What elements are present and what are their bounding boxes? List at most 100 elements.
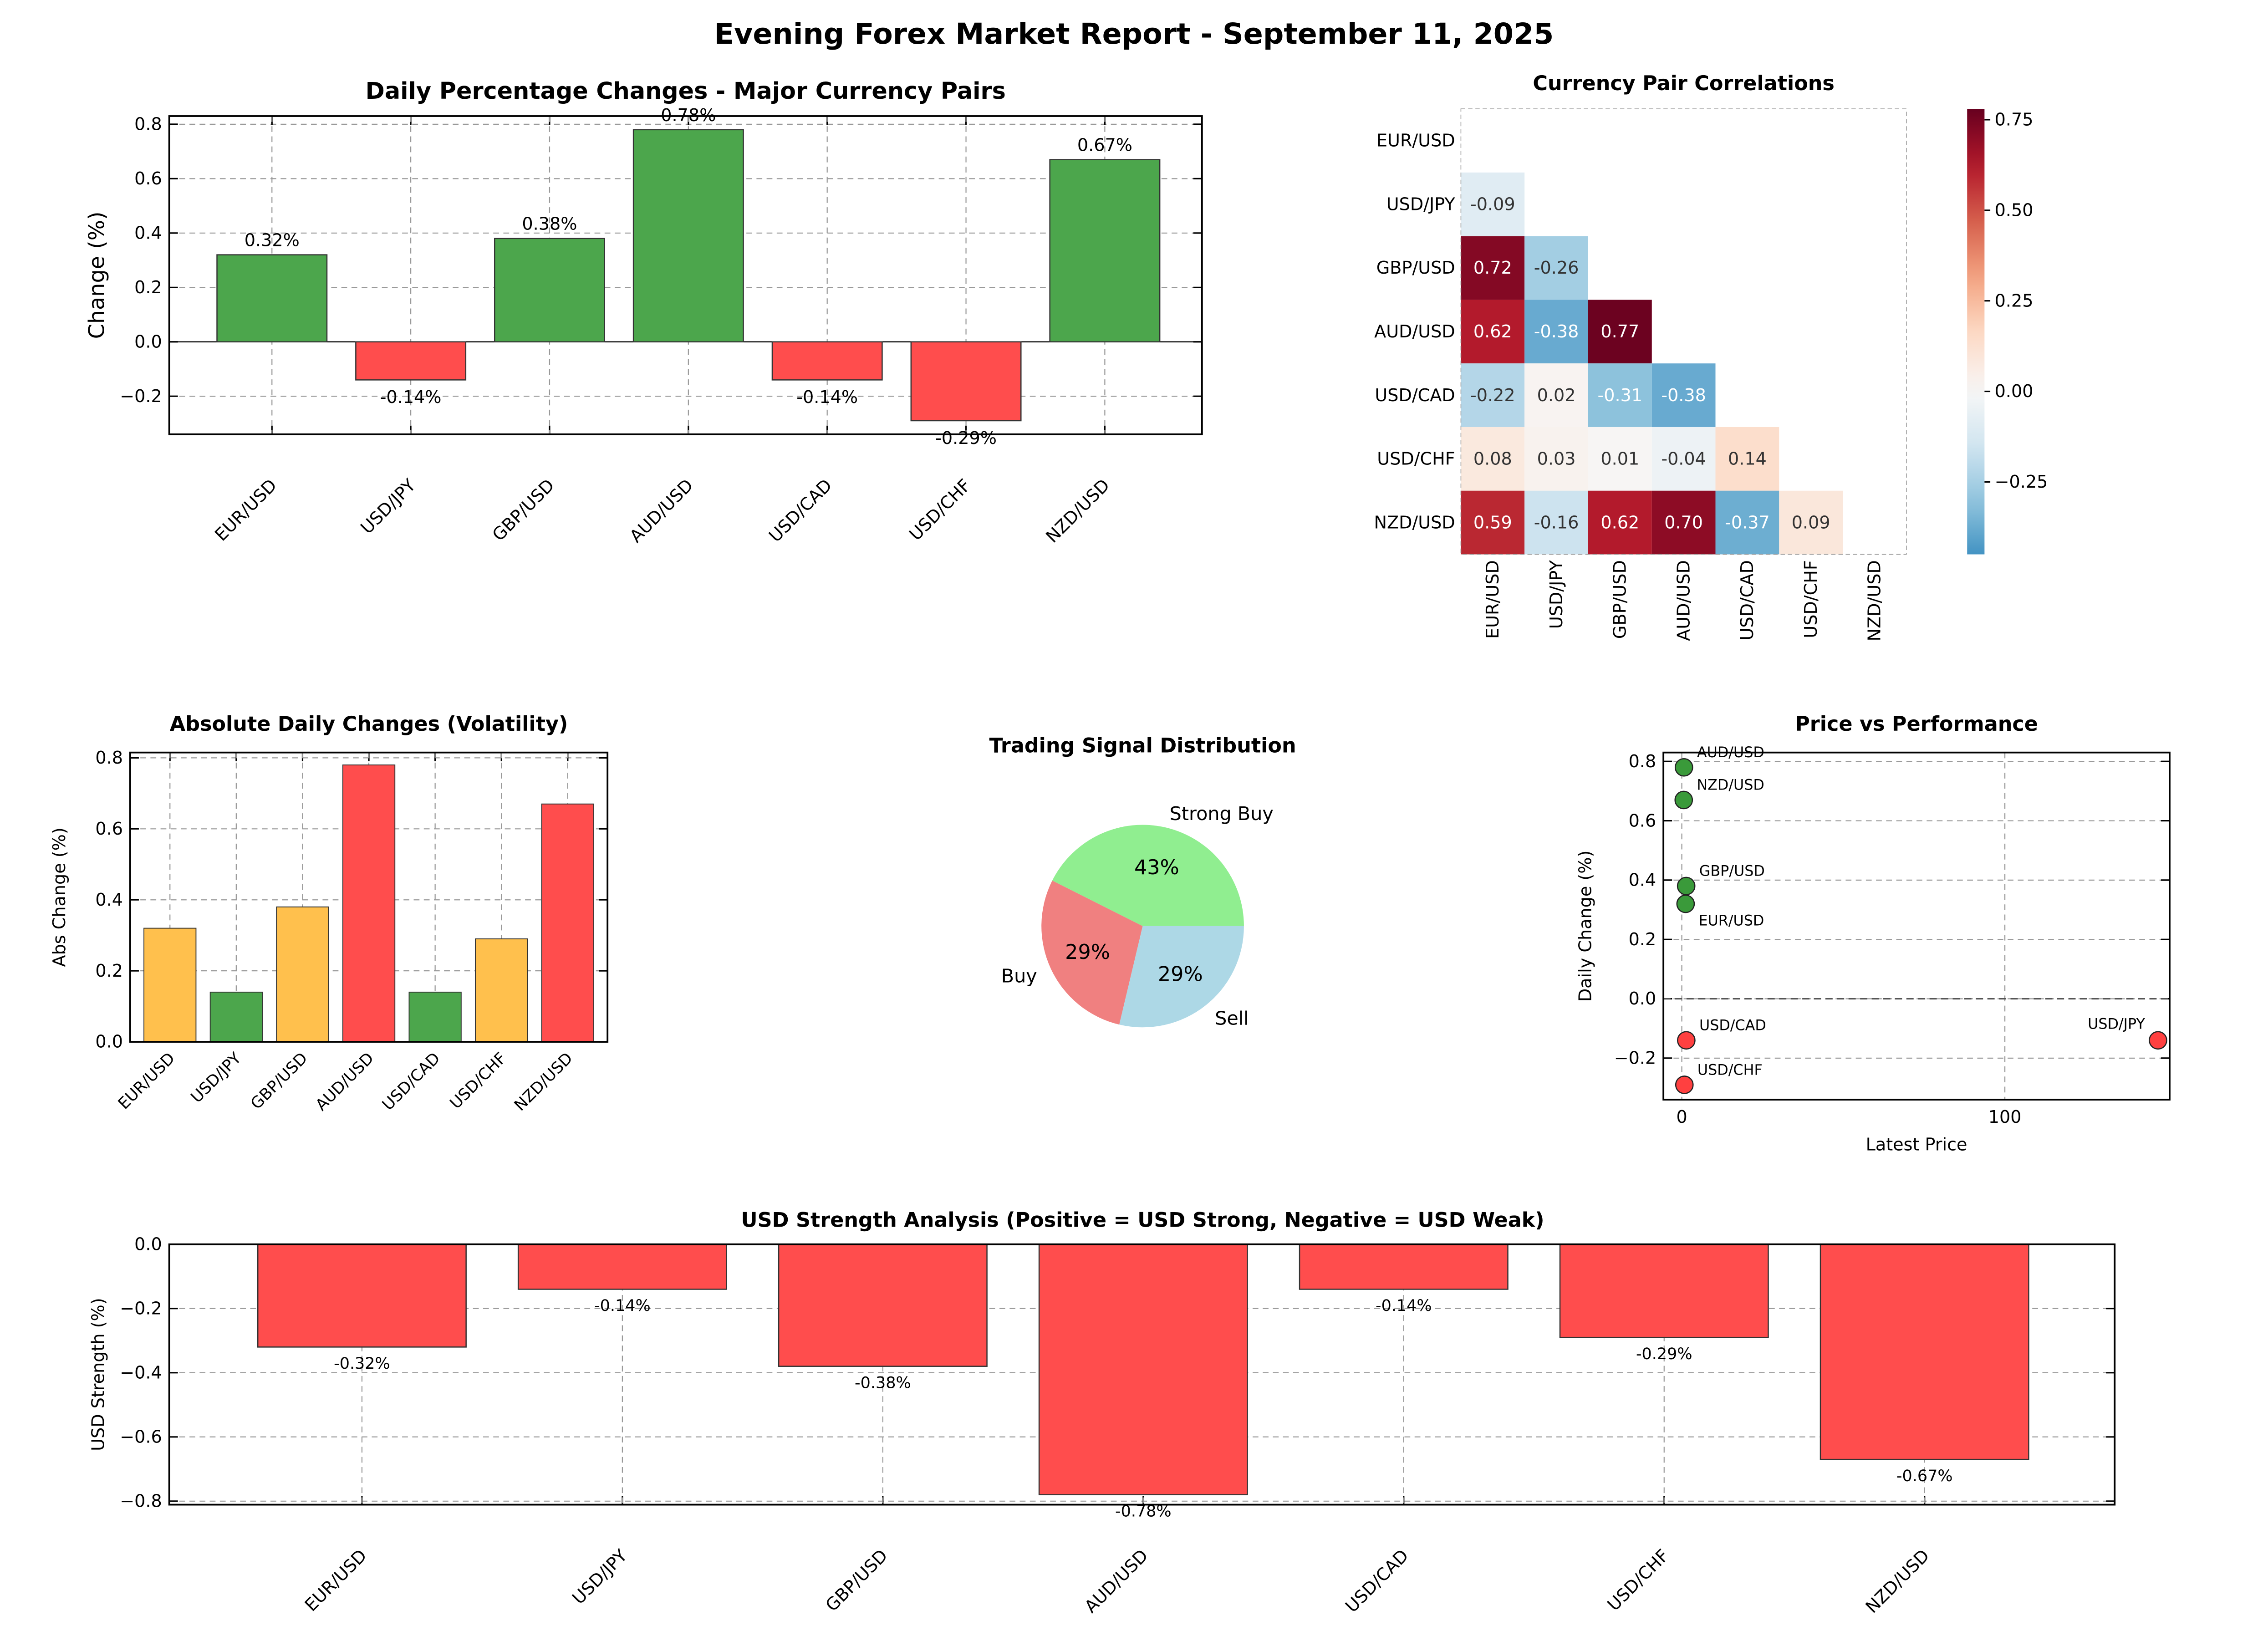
daily-change-value-label: 0.32% — [245, 230, 300, 250]
correlation-heatmap-row-label: USD/CHF — [1377, 449, 1455, 469]
price-perf-scatter-point — [1675, 1075, 1694, 1094]
correlation-heatmap-cell — [1588, 427, 1652, 491]
volatility-xtick-label: AUD/USD — [312, 1049, 377, 1114]
usd-strength-ytick-label: −0.8 — [120, 1491, 162, 1511]
daily-change-xtick-label: USD/CHF — [905, 475, 974, 544]
correlation-heatmap-cell-label: -0.22 — [1470, 385, 1515, 405]
daily-change-value-label: 0.78% — [661, 105, 716, 125]
price-perf-scatter-point — [1677, 877, 1696, 896]
daily-change-title: Daily Percentage Changes - Major Currenc… — [366, 77, 1006, 104]
price-perf-scatter-point — [1674, 758, 1693, 777]
usd-strength-ytick-label: 0.0 — [134, 1234, 162, 1254]
price-perf-scatter-ytick-label: 0.2 — [1629, 929, 1656, 949]
price-perf-scatter-xtick-label: 100 — [1988, 1107, 2022, 1127]
usd-strength-ytick-label: −0.6 — [120, 1427, 162, 1447]
correlation-heatmap-cell — [1461, 363, 1525, 427]
correlation-heatmap-cell-label: -0.26 — [1534, 258, 1579, 278]
price-perf-scatter-point — [1674, 790, 1693, 810]
correlation-heatmap-cell — [1461, 172, 1525, 236]
daily-change-xtick-label: USD/JPY — [357, 475, 419, 538]
volatility-bar — [209, 991, 263, 1042]
signal-pie-slice — [1041, 880, 1143, 1025]
correlation-heatmap-cell-label: -0.31 — [1598, 385, 1643, 405]
usd-strength-value-label: -0.14% — [1376, 1297, 1432, 1315]
usd-strength-frame — [168, 1243, 2116, 1506]
price-perf-scatter-xtick-label: 0 — [1676, 1107, 1687, 1127]
daily-change-bar — [1049, 159, 1161, 343]
correlation-heatmap-col-label: USD/CAD — [1737, 560, 1757, 640]
daily-change-bar — [355, 341, 467, 381]
daily-change-xtick-label: NZD/USD — [1042, 475, 1113, 546]
price-perf-scatter-point-label: EUR/USD — [1698, 913, 1764, 929]
price-perf-scatter-ylabel: Daily Change (%) — [1575, 851, 1595, 1002]
signal-pie-label: Strong Buy — [1170, 803, 1274, 825]
daily-change-axes: −0.2 0.0 0.2 0.4 0.6 0.8 EUR/USD USD/JPY GBP/USD… — [85, 105, 1203, 547]
daily-change-ytick-label: −0.2 — [120, 386, 162, 406]
correlation-heatmap-colorbar — [1967, 109, 1985, 555]
daily-change-ytick-label: 0.4 — [134, 223, 162, 243]
volatility-ytick-label: 0.8 — [95, 748, 123, 768]
price-perf-scatter-point-label: USD/JPY — [2088, 1016, 2145, 1032]
volatility-bar — [342, 764, 396, 1042]
correlation-heatmap-col-label: AUD/USD — [1673, 560, 1693, 641]
usd-strength-value-label: -0.38% — [855, 1374, 911, 1392]
volatility-xtick-label: USD/CHF — [447, 1049, 510, 1112]
correlation-heatmap-colorbar-tick-label: 0.75 — [1995, 110, 2034, 130]
price-perf-scatter-point-label: NZD/USD — [1697, 777, 1764, 794]
price-perf-scatter-ytick-label: −0.2 — [1614, 1048, 1656, 1068]
signal-pie: 43% Strong Buy 29% Buy 29% Sell — [1001, 803, 1274, 1029]
price-perf-scatter-point-label: USD/CAD — [1699, 1018, 1766, 1034]
daily-change-xtick-label: AUD/USD — [626, 475, 697, 546]
correlation-heatmap-row-label: GBP/USD — [1376, 258, 1455, 278]
correlation-heatmap-cell — [1588, 363, 1652, 427]
usd-strength-xtick-label: GBP/USD — [822, 1545, 892, 1615]
daily-change-xtick-label: GBP/USD — [489, 475, 558, 545]
usd-strength-bar — [1819, 1243, 2029, 1460]
correlation-heatmap-cell-label: 0.72 — [1473, 258, 1512, 278]
usd-strength-xtick-label: NZD/USD — [1862, 1545, 1933, 1617]
daily-change-bar — [771, 341, 883, 381]
usd-strength-bar — [1038, 1243, 1248, 1495]
volatility-ytick-label: 0.2 — [95, 961, 123, 981]
correlation-heatmap-cell-label: 0.62 — [1473, 321, 1512, 341]
correlation-heatmap-col-label: USD/JPY — [1546, 560, 1566, 629]
correlation-heatmap-cell-label: -0.38 — [1661, 385, 1706, 405]
volatility-bar — [276, 906, 329, 1042]
correlation-heatmap-frame — [1460, 108, 1907, 555]
correlation-heatmap-cell-label: 0.70 — [1664, 512, 1703, 532]
usd-strength-bar — [517, 1243, 727, 1290]
daily-change-bar — [910, 341, 1022, 422]
correlation-heatmap-cell-label: 0.14 — [1728, 449, 1767, 469]
correlation-heatmap-cell — [1524, 490, 1588, 555]
price-perf-scatter-ytick-label: 0.4 — [1629, 870, 1656, 890]
correlation-heatmap-cell — [1588, 490, 1652, 555]
usd-strength-axes: −0.8 −0.6 −0.4 −0.2 0.0 EUR/USD USD/JPY GBP/USD… — [88, 1234, 2116, 1617]
correlation-heatmap-cell — [1588, 300, 1652, 364]
daily-change-xtick-label: USD/CAD — [765, 475, 836, 546]
daily-change-bar — [494, 238, 605, 343]
usd-strength-xtick-label: USD/CAD — [1341, 1545, 1412, 1616]
volatility-ylabel: Abs Change (%) — [49, 827, 69, 967]
signal-pie-title: Trading Signal Distribution — [989, 734, 1296, 758]
correlation-heatmap-cell — [1651, 427, 1716, 491]
correlation-heatmap-cell-label: -0.09 — [1470, 194, 1515, 214]
price-perf-scatter-point — [2149, 1031, 2167, 1050]
correlation-heatmap-cell-label: 0.02 — [1537, 385, 1576, 405]
usd-strength-ytick-label: −0.2 — [120, 1298, 162, 1318]
price-perf-scatter-point-label: GBP/USD — [1699, 863, 1765, 880]
correlation-heatmap-col-label: EUR/USD — [1483, 560, 1503, 639]
usd-strength-ylabel: USD Strength (%) — [88, 1298, 108, 1451]
daily-change-value-label: -0.14% — [380, 387, 442, 407]
correlation-heatmap-row-label: USD/JPY — [1386, 194, 1456, 214]
correlation-heatmap-row-label: USD/CAD — [1375, 385, 1455, 405]
correlation-heatmap-cell-label: -0.38 — [1534, 321, 1579, 341]
volatility-bar — [541, 803, 594, 1042]
daily-change-value-label: 0.38% — [522, 214, 577, 234]
volatility-xtick-label: USD/CAD — [379, 1049, 444, 1114]
daily-change-frame — [168, 115, 1203, 435]
signal-pie-slice — [1052, 825, 1244, 926]
usd-strength-value-label: -0.67% — [1896, 1467, 1953, 1485]
price-perf-scatter-ytick-label: 0.8 — [1629, 751, 1656, 771]
correlation-heatmap-colorbar-tick-label: 0.00 — [1995, 381, 2034, 401]
